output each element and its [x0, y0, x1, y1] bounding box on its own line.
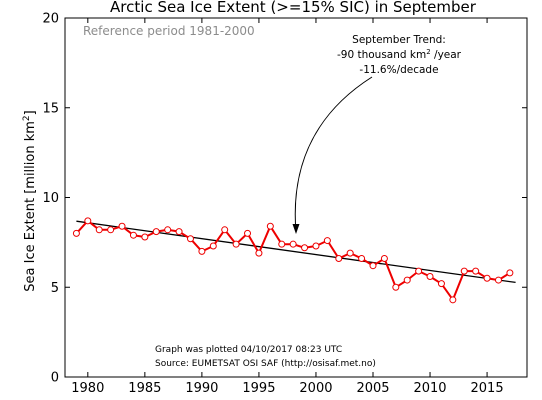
y-axis-label-end: ] [23, 110, 38, 115]
data-point [437, 280, 445, 288]
trend-rate: -90 thousand km2 /year [337, 48, 462, 61]
data-point [472, 267, 480, 275]
x-tick-label: 2005 [356, 381, 389, 396]
data-point [506, 269, 514, 277]
data-point [221, 226, 229, 234]
data-point [209, 242, 217, 250]
y-tick-label: 10 [42, 191, 59, 206]
y-tick-label: 15 [42, 101, 59, 116]
data-point [84, 217, 92, 225]
data-point [141, 233, 149, 241]
x-tick-label: 1985 [128, 381, 161, 396]
y-axis-label-sup: 2 [22, 115, 32, 121]
x-tick-label: 2000 [299, 381, 332, 396]
data-point [266, 222, 274, 230]
trend-arrow-head [292, 224, 300, 234]
x-tick-label: 1980 [71, 381, 104, 396]
trend-rate-end: /year [431, 49, 462, 61]
y-tick-label: 0 [51, 371, 59, 386]
data-point [107, 226, 115, 234]
series-group [72, 217, 514, 304]
trend-arrow [294, 76, 373, 233]
trend-line-group [76, 220, 516, 284]
x-tick-label: 1995 [242, 381, 275, 396]
data-point [118, 222, 126, 230]
data-point [426, 272, 434, 280]
y-tick-label: 5 [51, 281, 59, 296]
trend-decade: -11.6%/decade [359, 64, 438, 76]
trend-title: September Trend: [352, 34, 446, 46]
x-tick-label: 2010 [413, 381, 446, 396]
x-axis: 1980 1985 1990 1995 2000 2005 2010 2015 [71, 18, 504, 396]
data-point [403, 276, 411, 284]
data-point [380, 255, 388, 263]
data-point [289, 240, 297, 248]
data-point [301, 244, 309, 252]
data-point [186, 235, 194, 243]
data-point [152, 228, 160, 236]
data-point [460, 267, 468, 275]
trend-rate-sup: 2 [426, 48, 430, 56]
x-tick-label: 2015 [471, 381, 504, 396]
data-point [129, 231, 137, 239]
data-point [175, 228, 183, 236]
y-axis-label: Sea Ice Extent [million km2] [22, 110, 38, 291]
data-point [198, 247, 206, 255]
data-point [72, 229, 80, 237]
chart-title: Arctic Sea Ice Extent (>=15% SIC) in Sep… [110, 0, 477, 16]
data-point [244, 229, 252, 237]
data-point [369, 262, 377, 270]
data-point [483, 274, 491, 282]
data-point [278, 240, 286, 248]
data-point [494, 276, 502, 284]
plotted-date-note: Graph was plotted 04/10/2017 08:23 UTC [155, 345, 342, 355]
data-point [323, 237, 331, 245]
series-line [75, 219, 511, 301]
data-point [358, 255, 366, 263]
data-point [449, 296, 457, 304]
data-point [346, 249, 354, 257]
data-point [232, 240, 240, 248]
trend-line [76, 220, 516, 284]
data-point [95, 226, 103, 234]
data-point [335, 255, 343, 263]
data-point [392, 283, 400, 291]
reference-period-label: Reference period 1981-2000 [83, 24, 255, 38]
y-axis: 0 5 10 15 20 [42, 12, 527, 386]
data-point [164, 226, 172, 234]
data-point [255, 249, 263, 257]
data-point [312, 242, 320, 250]
y-tick-label: 20 [42, 12, 59, 27]
trend-rate-main: -90 thousand km [337, 49, 426, 61]
x-tick-label: 1990 [185, 381, 218, 396]
data-point [415, 267, 423, 275]
y-axis-label-main: Sea Ice Extent [million km [23, 121, 38, 292]
source-note: Source: EUMETSAT OSI SAF (http://osisaf.… [155, 359, 376, 369]
